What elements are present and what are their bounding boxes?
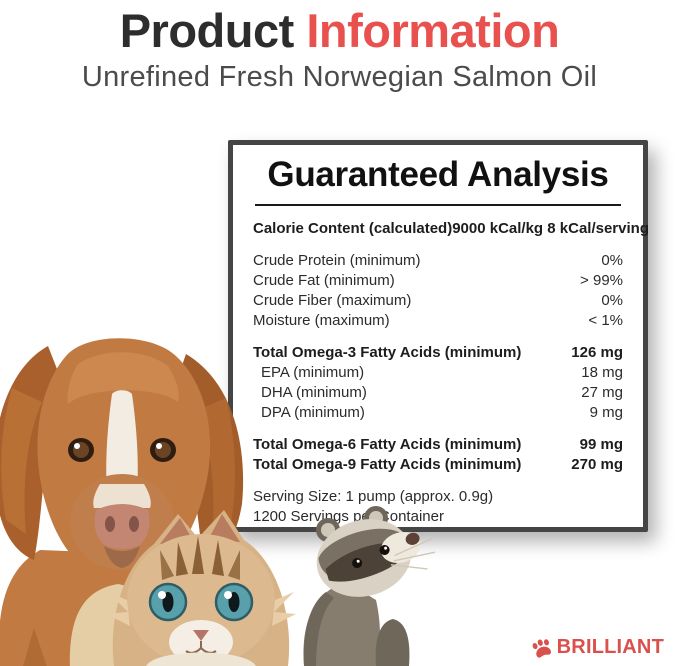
row-label: Total Omega-9 Fatty Acids (minimum) bbox=[253, 456, 522, 473]
analysis-group: Total Omega-3 Fatty Acids (minimum) 126 m… bbox=[253, 343, 623, 423]
row-label: EPA (minimum) bbox=[261, 364, 365, 381]
analysis-row: Total Omega-3 Fatty Acids (minimum) 126 m… bbox=[253, 343, 623, 363]
paw-icon bbox=[532, 638, 551, 658]
row-label: Moisture (maximum) bbox=[253, 312, 390, 329]
row-value: < 1% bbox=[588, 312, 623, 329]
page-title-accent: Information bbox=[306, 4, 560, 57]
row-label: Total Omega-6 Fatty Acids (minimum) bbox=[253, 436, 522, 453]
page-title-black: Product bbox=[119, 4, 307, 57]
analysis-row: Total Omega-6 Fatty Acids (minimum) 99 mg bbox=[253, 435, 623, 455]
row-value: > 99% bbox=[580, 272, 623, 289]
row-label: Total Omega-3 Fatty Acids (minimum) bbox=[253, 344, 522, 361]
row-value: 0% bbox=[601, 292, 623, 309]
row-label: DHA (minimum) bbox=[261, 384, 367, 401]
analysis-group: Crude Protein (minimum) 0% Crude Fat (mini… bbox=[253, 251, 623, 331]
panel-divider bbox=[255, 204, 621, 206]
analysis-row: DPA (minimum) 9 mg bbox=[253, 403, 623, 423]
header: Product Information Unrefined Fresh Norw… bbox=[0, 0, 679, 94]
calorie-label: Calorie Content (calculated) bbox=[253, 220, 453, 237]
analysis-row: Crude Fiber (maximum) 0% bbox=[253, 291, 623, 311]
analysis-row: Total Omega-9 Fatty Acids (minimum) 270 m… bbox=[253, 455, 623, 475]
analysis-group: Total Omega-6 Fatty Acids (minimum) 99 mg… bbox=[253, 435, 623, 475]
panel-title: Guaranteed Analysis bbox=[267, 155, 609, 194]
row-label: Crude Fat (minimum) bbox=[253, 272, 395, 289]
brand-logo: BRILLIANT bbox=[531, 636, 664, 659]
analysis-row: EPA (minimum) 18 mg bbox=[253, 363, 623, 383]
row-value: 9 mg bbox=[589, 404, 623, 421]
row-label: Serving Size: 1 pump (approx. 0.9g) bbox=[253, 488, 494, 505]
row-label: 1200 Servings per Container bbox=[253, 508, 444, 525]
row-label: Crude Fiber (maximum) bbox=[253, 292, 412, 309]
analysis-group: Serving Size: 1 pump (approx. 0.9g) 1200 … bbox=[253, 487, 623, 527]
row-value: 27 mg bbox=[581, 384, 623, 401]
analysis-row: DHA (minimum) 27 mg bbox=[253, 383, 623, 403]
guaranteed-analysis-panel: Guaranteed Analysis Calorie Content (cal… bbox=[228, 140, 649, 532]
row-value: 99 mg bbox=[579, 436, 623, 453]
analysis-row: Crude Fat (minimum) > 99% bbox=[253, 271, 623, 291]
row-value: 0% bbox=[601, 252, 623, 269]
calorie-value: 9000 kCal/kg 8 kCal/serving bbox=[452, 220, 649, 237]
analysis-groups: Crude Protein (minimum) 0% Crude Fat (mini… bbox=[253, 251, 623, 527]
page-title: Product Information bbox=[0, 4, 679, 58]
calorie-row: Calorie Content (calculated) 9000 kCal/k… bbox=[253, 219, 649, 239]
brand-name: BRILLIANT bbox=[556, 636, 664, 658]
analysis-row: Moisture (maximum) < 1% bbox=[253, 311, 623, 331]
page-subtitle: Unrefined Fresh Norwegian Salmon Oil bbox=[81, 61, 598, 93]
row-value: 126 mg bbox=[571, 344, 623, 361]
row-label: DPA (minimum) bbox=[261, 404, 365, 421]
analysis-row: 1200 Servings per Container bbox=[253, 507, 623, 527]
analysis-row: Crude Protein (minimum) 0% bbox=[253, 251, 623, 271]
row-value: 270 mg bbox=[571, 456, 623, 473]
row-label: Crude Protein (minimum) bbox=[253, 252, 421, 269]
row-value: 18 mg bbox=[581, 364, 623, 381]
dog-photo bbox=[0, 338, 244, 666]
analysis-row: Serving Size: 1 pump (approx. 0.9g) bbox=[253, 487, 623, 507]
